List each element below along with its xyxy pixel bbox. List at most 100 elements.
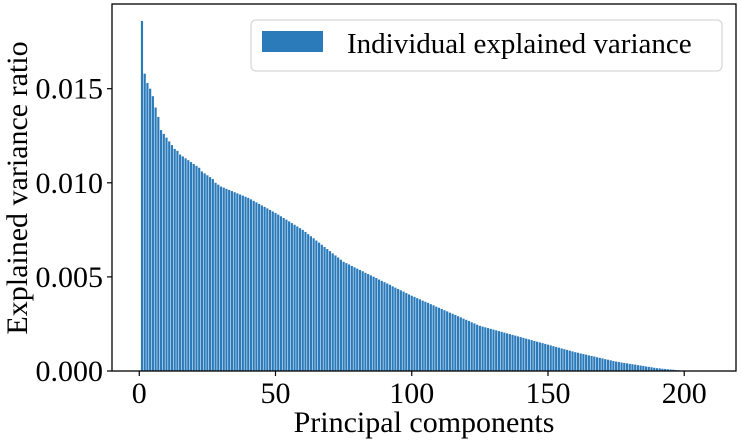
bar-component-105 bbox=[424, 301, 427, 371]
bar-component-161 bbox=[576, 352, 580, 371]
x-axis-label: Principal components bbox=[294, 406, 555, 439]
bar-component-2 bbox=[143, 73, 146, 371]
bar-component-97 bbox=[402, 291, 405, 371]
bar-component-46 bbox=[263, 206, 266, 371]
bar-component-19 bbox=[189, 162, 193, 371]
bar-component-84 bbox=[367, 274, 370, 371]
bar-component-131 bbox=[495, 330, 498, 371]
bar-component-74 bbox=[339, 259, 342, 371]
bar-component-4 bbox=[149, 88, 152, 371]
bar-component-102 bbox=[416, 298, 419, 371]
bar-component-6 bbox=[154, 107, 157, 371]
bar-component-53 bbox=[282, 217, 285, 371]
bar-component-173 bbox=[609, 360, 612, 371]
bar-component-16 bbox=[181, 156, 184, 371]
y-tick-label: 0.000 bbox=[36, 355, 104, 388]
bar-component-151 bbox=[549, 345, 552, 371]
bar-component-12 bbox=[170, 145, 174, 371]
bar-component-184 bbox=[639, 365, 642, 371]
bar-component-87 bbox=[375, 278, 378, 371]
bar-component-178 bbox=[623, 362, 626, 371]
bar-component-81 bbox=[358, 269, 362, 371]
bar-component-145 bbox=[533, 340, 536, 371]
bar-component-132 bbox=[497, 331, 501, 371]
bar-component-153 bbox=[555, 346, 558, 371]
bar-component-40 bbox=[247, 197, 250, 371]
legend: Individual explained variance bbox=[250, 19, 723, 72]
bar-component-154 bbox=[557, 347, 560, 371]
bar-component-166 bbox=[590, 355, 593, 371]
bar-component-107 bbox=[429, 304, 432, 371]
bar-component-169 bbox=[598, 357, 601, 371]
y-axis: 0.000 0.005 0.010 0.015 bbox=[36, 73, 112, 388]
bar-component-92 bbox=[388, 284, 392, 371]
bar-component-90 bbox=[383, 282, 386, 371]
bar-component-23 bbox=[200, 171, 204, 371]
bar-component-83 bbox=[364, 272, 367, 371]
bar-component-79 bbox=[353, 267, 356, 371]
bar-component-182 bbox=[634, 364, 637, 371]
x-tick-label: 100 bbox=[389, 377, 434, 410]
bar-component-175 bbox=[615, 361, 618, 371]
bar-component-95 bbox=[397, 288, 400, 371]
bar-component-117 bbox=[456, 316, 460, 371]
bar-component-172 bbox=[606, 359, 610, 371]
bar-component-8 bbox=[159, 130, 163, 371]
bar-component-44 bbox=[258, 203, 261, 371]
bar-component-42 bbox=[252, 200, 255, 371]
bar-component-72 bbox=[334, 255, 337, 371]
bar-component-37 bbox=[238, 194, 242, 371]
y-tick-label: 0.015 bbox=[36, 73, 104, 106]
bar-component-56 bbox=[290, 223, 293, 371]
bar-component-55 bbox=[288, 221, 291, 371]
bar-component-88 bbox=[377, 279, 381, 371]
bar-component-171 bbox=[604, 359, 607, 371]
bar-component-104 bbox=[421, 300, 424, 371]
legend-patch bbox=[262, 31, 323, 52]
bar-component-150 bbox=[546, 344, 550, 371]
bar-component-112 bbox=[443, 310, 446, 371]
bar-component-170 bbox=[601, 358, 604, 371]
bar-component-93 bbox=[391, 286, 394, 371]
bar-component-125 bbox=[478, 325, 481, 371]
bar-component-57 bbox=[293, 224, 296, 371]
bar-component-176 bbox=[617, 361, 620, 371]
bar-component-191 bbox=[658, 368, 661, 371]
bar-component-43 bbox=[255, 202, 258, 371]
bar-component-64 bbox=[312, 238, 315, 371]
bar-component-106 bbox=[426, 302, 430, 371]
bar-component-60 bbox=[301, 229, 304, 371]
bar-component-48 bbox=[268, 209, 272, 371]
bar-component-77 bbox=[347, 264, 351, 371]
bar-component-75 bbox=[342, 261, 345, 371]
bar-component-110 bbox=[437, 307, 441, 371]
bar-component-144 bbox=[530, 340, 533, 371]
bar-component-98 bbox=[405, 293, 408, 371]
bar-component-113 bbox=[446, 311, 449, 371]
bar-component-140 bbox=[519, 337, 522, 371]
bar-component-152 bbox=[552, 346, 555, 371]
bar-component-36 bbox=[236, 193, 239, 371]
bar-component-100 bbox=[410, 295, 413, 371]
bar-component-13 bbox=[173, 148, 176, 371]
bar-component-190 bbox=[655, 368, 659, 371]
bar-component-71 bbox=[331, 253, 334, 371]
bar-component-33 bbox=[228, 189, 231, 371]
bar-component-50 bbox=[274, 212, 277, 371]
bar-component-76 bbox=[345, 263, 348, 371]
bar-component-126 bbox=[481, 326, 484, 371]
bar-component-101 bbox=[413, 296, 416, 371]
bar-component-194 bbox=[666, 369, 669, 371]
bar-component-142 bbox=[525, 338, 528, 371]
bar-component-45 bbox=[260, 205, 263, 371]
bar-component-180 bbox=[628, 363, 631, 371]
bar-component-26 bbox=[209, 177, 212, 371]
x-tick-label: 150 bbox=[525, 377, 570, 410]
bar-component-121 bbox=[467, 320, 471, 371]
bar-component-39 bbox=[244, 196, 247, 371]
y-tick-label: 0.005 bbox=[36, 261, 104, 294]
bar-component-22 bbox=[198, 167, 201, 371]
bar-component-27 bbox=[211, 179, 214, 371]
bar-component-136 bbox=[508, 334, 511, 371]
bar-component-10 bbox=[165, 137, 168, 371]
